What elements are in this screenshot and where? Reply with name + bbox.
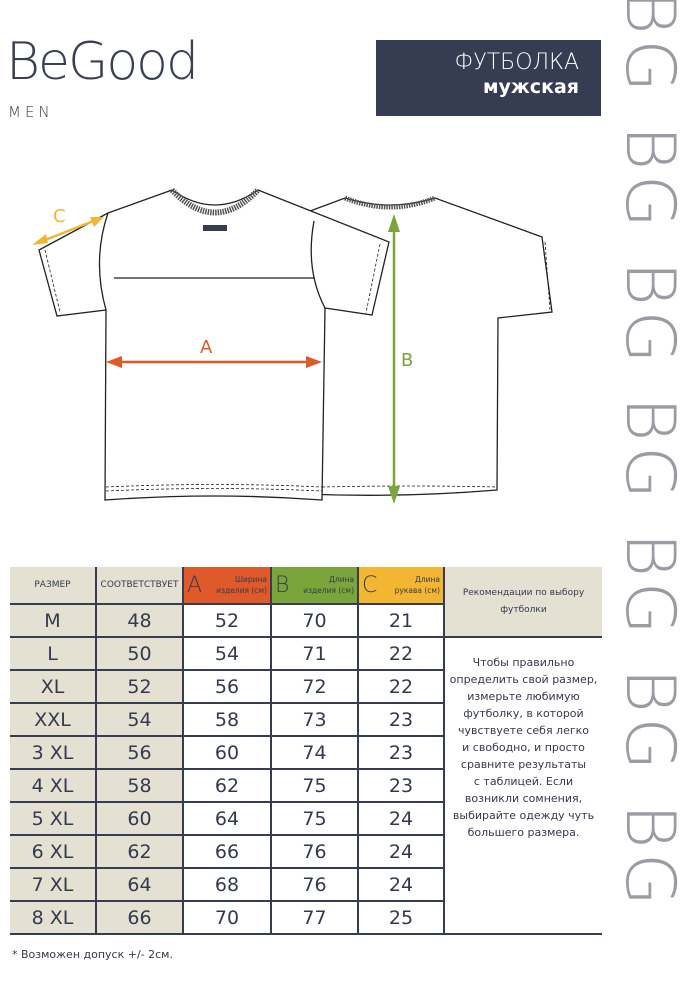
label-b: B	[401, 350, 413, 371]
length-arrow	[388, 214, 400, 504]
cell-size: 8 XL	[10, 901, 97, 935]
cell-length-b: 73	[271, 703, 359, 737]
tshirt-diagram: C A B	[32, 187, 553, 504]
recommendation-text: Чтобы правильно определить свой размер, …	[444, 637, 602, 935]
cell-corresponds: 48	[96, 604, 184, 638]
cell-size: 5 XL	[10, 802, 97, 836]
table-row: XL 52 56 72 22	[10, 670, 602, 704]
cell-width-a: 62	[183, 769, 272, 803]
sleeve-length-arrow	[32, 217, 104, 245]
table-header-row: РАЗМЕР СООТВЕТСТВУЕТ A Ширина изделия (см)…	[10, 567, 602, 638]
brand-watermark: BG BG BG BG BG BG BG	[618, 0, 680, 912]
cell-sleeve-c: 24	[358, 802, 445, 836]
header-b: B Длина изделия (см)	[271, 567, 359, 605]
table-row: 3 XL 56 60 74 23	[10, 736, 602, 770]
cell-corresponds: 66	[96, 901, 184, 935]
cell-length-b: 75	[271, 802, 359, 836]
cell-corresponds: 60	[96, 802, 184, 836]
cell-sleeve-c: 24	[358, 835, 445, 869]
cell-sleeve-c: 24	[358, 868, 445, 902]
cell-sleeve-c: 23	[358, 769, 445, 803]
table-row: 7 XL 64 68 76 24	[10, 868, 602, 902]
cell-length-b: 71	[271, 637, 359, 671]
product-subtitle: мужская	[482, 76, 579, 98]
cell-size: 7 XL	[10, 868, 97, 902]
cell-length-b: 74	[271, 736, 359, 770]
cell-corresponds: 56	[96, 736, 184, 770]
table-row: 4 XL 58 62 75 23	[10, 769, 602, 803]
cell-sleeve-c: 25	[358, 901, 445, 935]
cell-size: 6 XL	[10, 835, 97, 869]
tshirt-front	[38, 189, 390, 501]
cell-length-b: 70	[271, 604, 359, 638]
cell-length-b: 76	[271, 835, 359, 869]
header-a: A Ширина изделия (см)	[183, 567, 272, 605]
header-corresponds: СООТВЕТСТВУЕТ	[96, 567, 184, 605]
cell-width-a: 52	[183, 604, 272, 638]
cell-size: XXL	[10, 703, 97, 737]
cell-width-a: 60	[183, 736, 272, 770]
cell-size: M	[10, 604, 97, 638]
cell-sleeve-c: 22	[358, 670, 445, 704]
label-a: A	[200, 337, 213, 358]
cell-width-a: 64	[183, 802, 272, 836]
product-title: ФУТБОЛКА	[454, 50, 579, 75]
cell-corresponds: 62	[96, 835, 184, 869]
brand-subtitle: MEN	[8, 103, 54, 121]
cell-width-a: 54	[183, 637, 272, 671]
footnote: * Возможен допуск +/- 2см.	[12, 948, 173, 961]
cell-size: 3 XL	[10, 736, 97, 770]
width-arrow	[106, 356, 322, 368]
cell-width-a: 68	[183, 868, 272, 902]
table-row: M 48 52 70 21	[10, 604, 602, 638]
cell-size: XL	[10, 670, 97, 704]
cell-length-b: 77	[271, 901, 359, 935]
cell-corresponds: 50	[96, 637, 184, 671]
cell-width-a: 70	[183, 901, 272, 935]
header-c: C Длина рукава (см)	[358, 567, 445, 605]
cell-size: 4 XL	[10, 769, 97, 803]
table-row: L 50 54 71 22 Чтобы правильно определить свой…	[10, 637, 602, 935]
cell-length-b: 76	[271, 868, 359, 902]
product-title-box: ФУТБОЛКА мужская	[376, 40, 601, 116]
label-c: C	[53, 206, 66, 227]
brand-logo: BeGood	[6, 32, 199, 92]
cell-sleeve-c: 23	[358, 736, 445, 770]
cell-sleeve-c: 22	[358, 637, 445, 671]
cell-length-b: 75	[271, 769, 359, 803]
cell-corresponds: 64	[96, 868, 184, 902]
table-row: XXL 54 58 73 23	[10, 703, 602, 737]
cell-length-b: 72	[271, 670, 359, 704]
cell-size: L	[10, 637, 97, 671]
table-row: 8 XL 66 70 77 25	[10, 901, 602, 935]
size-table: РАЗМЕР СООТВЕТСТВУЕТ A Ширина изделия (см)…	[10, 567, 602, 935]
cell-corresponds: 58	[96, 769, 184, 803]
cell-sleeve-c: 23	[358, 703, 445, 737]
cell-width-a: 58	[183, 703, 272, 737]
cell-width-a: 66	[183, 835, 272, 869]
cell-corresponds: 54	[96, 703, 184, 737]
cell-width-a: 56	[183, 670, 272, 704]
cell-corresponds: 52	[96, 670, 184, 704]
table-row: 6 XL 62 66 76 24	[10, 835, 602, 869]
header-size: РАЗМЕР	[10, 567, 97, 605]
table-row: 5 XL 60 64 75 24	[10, 802, 602, 836]
cell-sleeve-c: 21	[358, 604, 445, 638]
recommendation-header: Рекомендации по выбору футболки	[444, 567, 602, 638]
